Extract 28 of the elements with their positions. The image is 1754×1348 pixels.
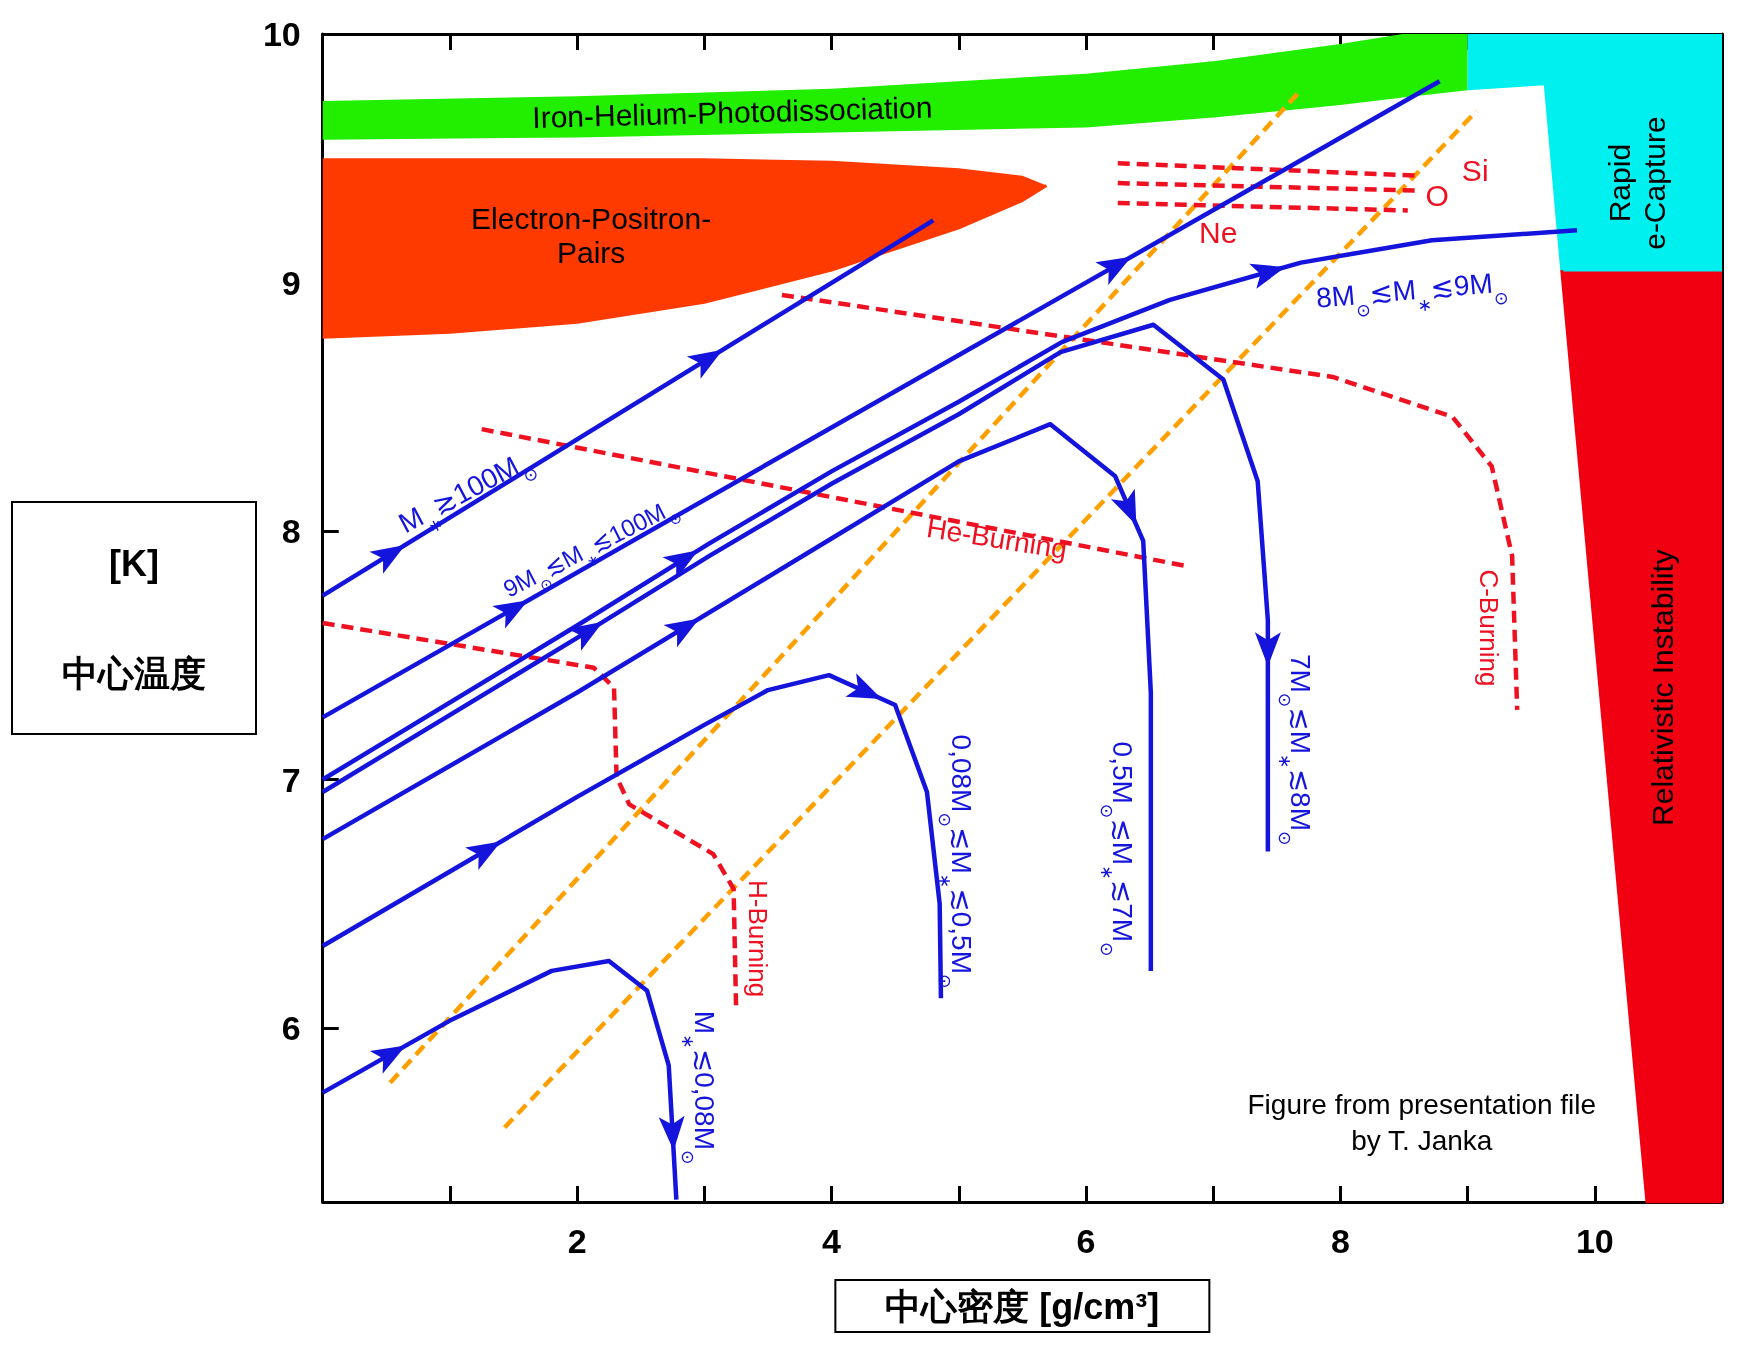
x-tick-label: 8 — [1330, 1222, 1350, 1260]
text: He-Burning — [924, 512, 1070, 565]
series-label: Electron-Positron- Pairs — [471, 201, 712, 270]
text: C-Burning — [1474, 569, 1505, 687]
legend-label: 8M⊙≲M∗≲9M⊙ — [1314, 267, 1510, 321]
x-axis-title: 中心密度 [g/cm³] — [885, 1285, 1160, 1327]
series-label: Si — [1461, 154, 1489, 188]
annotation: Figure from presentation file by T. Janka — [1247, 1088, 1597, 1156]
y-tick-label: 10 — [262, 15, 301, 53]
series-label: Iron-Helium-Photodissociation — [531, 90, 933, 134]
text: 0,5M⊙≲M∗≲7M⊙ — [1096, 741, 1139, 957]
x-tick-label: 6 — [1076, 1222, 1096, 1260]
text: 7M⊙≲M∗≲8M⊙ — [1274, 653, 1317, 846]
text: [K] 中心温度 — [62, 542, 206, 694]
text: M∗≲0,08M⊙ — [678, 1010, 720, 1165]
x-tick-label: 2 — [567, 1222, 587, 1260]
line-series — [320, 958, 679, 1202]
y-tick-label: 6 — [281, 1009, 301, 1048]
y-tick-label: 9 — [281, 263, 301, 302]
y-tick-label: 7 — [281, 760, 301, 799]
text: Rapid e-Capture — [1603, 116, 1671, 250]
x-tick-label: 10 — [1575, 1222, 1614, 1260]
text: H-Burning — [742, 880, 773, 998]
series-label: O — [1425, 179, 1449, 213]
text: Relativistic Instability — [1645, 549, 1679, 826]
x-tick-label: 4 — [822, 1222, 842, 1260]
series-label: Ne — [1199, 216, 1238, 250]
y-tick-label: 8 — [281, 512, 301, 551]
